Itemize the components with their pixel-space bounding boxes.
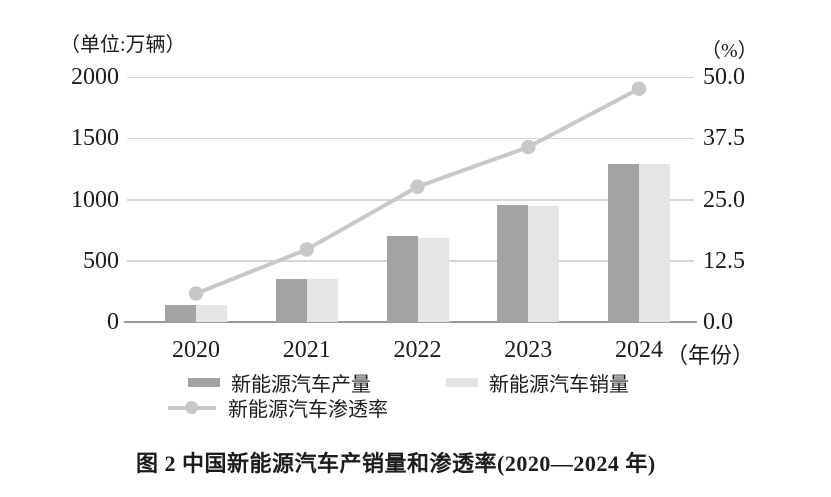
sales-bar [417, 237, 449, 322]
y-axis-tick-left: 1500 [71, 125, 119, 152]
gridline [127, 137, 694, 140]
gridline [127, 199, 694, 201]
production-bar [386, 235, 418, 322]
penetration-marker [631, 81, 647, 96]
penetration-marker [410, 179, 425, 194]
y-axis-tick-left: 500 [83, 247, 119, 274]
y-axis-tick-left: 1000 [71, 186, 119, 213]
penetration-line-chart [188, 81, 647, 301]
production-bar [275, 278, 307, 322]
penetration-marker [299, 242, 314, 257]
x-axis-tick-label: 2022 [393, 337, 442, 363]
x-axis-baseline [124, 321, 697, 323]
penetration-marker [521, 139, 536, 155]
right-axis-unit-label: （%） [701, 40, 758, 62]
legend-dot-icon [185, 401, 198, 414]
sales-bar [196, 305, 227, 322]
production-swatch [188, 378, 220, 387]
sales-bar [639, 164, 670, 322]
legend-item-sales: 新能源汽车销量 [446, 368, 629, 397]
sales-bar [528, 205, 560, 322]
y-axis-tick-right: 50.0 [703, 64, 745, 90]
legend-label-sales: 新能源汽车销量 [489, 374, 629, 396]
x-axis-tick-label: 2024 [615, 337, 663, 363]
y-axis-tick-left: 2000 [71, 64, 119, 90]
y-axis-tick-right: 12.5 [703, 247, 745, 274]
legend-item-production: 新能源汽车产量 [188, 368, 371, 397]
figure-caption: 图 2 中国新能源汽车产销量和渗透率(2020—2024 年) [136, 451, 656, 476]
left-axis-unit-label: （单位:万辆） [60, 34, 186, 56]
sales-bar [306, 278, 338, 322]
production-bar [608, 164, 639, 322]
production-bar [165, 305, 196, 322]
x-axis-tick-label: 2020 [172, 337, 220, 363]
x-axis-unit-label: （年份） [666, 343, 755, 368]
x-axis-tick-label: 2023 [504, 337, 553, 363]
penetration-marker [188, 286, 204, 301]
sales-swatch [446, 378, 478, 387]
x-axis-tick-label: 2021 [282, 337, 331, 363]
y-axis-tick-left: 0 [107, 309, 119, 335]
penetration-line-marker-swatch [168, 401, 216, 415]
legend-label-production: 新能源汽车产量 [231, 374, 371, 396]
y-axis-tick-right: 37.5 [703, 125, 745, 152]
y-axis-tick-right: 0.0 [703, 309, 733, 335]
production-bar [497, 204, 529, 322]
gridline [127, 76, 694, 78]
legend-item-penetration: 新能源汽车渗透率 [168, 393, 388, 422]
legend-label-penetration: 新能源汽车渗透率 [228, 399, 388, 421]
y-axis-tick-right: 25.0 [703, 186, 745, 213]
